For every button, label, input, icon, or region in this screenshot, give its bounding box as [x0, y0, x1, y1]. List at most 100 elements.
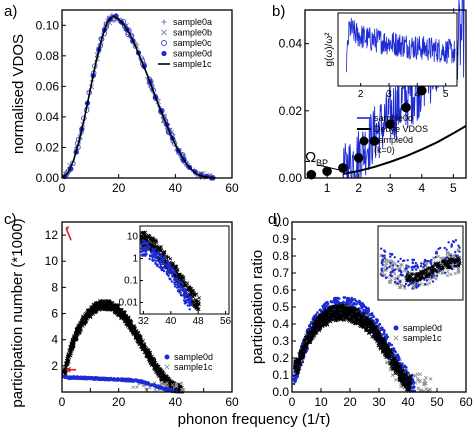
data-point [129, 328, 134, 333]
data-point [373, 324, 378, 329]
data-point [141, 346, 146, 351]
data-point [320, 321, 325, 326]
inset-data-point [429, 268, 433, 272]
data-point [358, 312, 363, 317]
data-point [340, 310, 345, 315]
inset-data-point [192, 293, 197, 298]
data-point [298, 362, 303, 366]
inset-data-point [411, 277, 416, 281]
data-point [92, 376, 95, 380]
legend-swatch [359, 136, 369, 146]
inset-data-point [447, 241, 450, 244]
panel-d: 0 10 20 30 40 50 60 0.0 0.1 0.2 0.3 0.4 0.5 0.6 0.7 0.8… [249, 211, 473, 409]
inset-data-point [148, 257, 151, 261]
data-point [321, 306, 325, 310]
data-point [390, 373, 395, 377]
data-point [325, 321, 330, 326]
inset-data-point [142, 242, 145, 245]
inset-data-point [399, 262, 403, 267]
inset-data-point [146, 241, 150, 245]
data-point [375, 321, 379, 324]
data-point [131, 385, 135, 390]
data-point [74, 327, 79, 332]
legend-label: sample1c [173, 59, 212, 69]
data-point [400, 381, 405, 386]
inset-data-point [435, 270, 439, 274]
data-point [63, 375, 67, 378]
inset-data-point [410, 266, 413, 269]
data-point [316, 319, 321, 324]
inset-data-point [436, 254, 440, 259]
inset-data-point [162, 257, 166, 260]
data-point [319, 308, 322, 312]
data-point [362, 311, 366, 316]
data-point [354, 316, 359, 321]
inset-data-point [419, 276, 423, 280]
x-tick-label: 30 [372, 395, 386, 409]
data-point [151, 360, 156, 365]
inset-data-point [397, 260, 400, 263]
data-point [157, 369, 162, 374]
data-point [398, 375, 403, 380]
data-point [98, 299, 102, 304]
y-tick-label: 0.02 [279, 104, 303, 118]
inset-data-point [142, 254, 146, 257]
data-point [401, 102, 411, 113]
data-point [360, 306, 363, 310]
inset-data-point [394, 280, 397, 284]
data-point [150, 361, 155, 366]
inset-data-point [445, 273, 450, 278]
inset-data-point [454, 264, 458, 268]
inset-data-point [159, 245, 163, 249]
inset-data-point [416, 266, 420, 269]
x-tick-label: 60 [225, 181, 239, 195]
inset-data-point [381, 255, 384, 258]
data-point [72, 335, 77, 340]
inset-y-label: g(ω)/ω² [324, 32, 335, 67]
inset-data-point [423, 258, 427, 262]
inset-data-point [419, 272, 423, 276]
data-point [144, 349, 149, 354]
inset-data-point [172, 270, 175, 274]
data-point [129, 379, 133, 383]
inset-data-point [437, 247, 440, 251]
data-point [84, 376, 87, 380]
data-point [106, 304, 111, 309]
y-tick-label: 2 [51, 359, 58, 373]
inset-data-point [141, 239, 144, 242]
inset-data-point [186, 293, 189, 296]
data-point [387, 361, 392, 366]
data-point [306, 334, 311, 339]
inset-data-point [184, 290, 188, 294]
data-point [395, 363, 399, 368]
data-point [327, 306, 332, 311]
y-tick-label: 8 [51, 280, 58, 294]
inset-x-tick-label: 56 [220, 316, 232, 327]
inset-data-point [398, 269, 401, 272]
data-point [372, 315, 376, 319]
inset-data-point [454, 239, 458, 242]
annotation-subscript: BP [316, 158, 328, 168]
inset-data-point [159, 262, 162, 266]
data-point [396, 353, 400, 356]
inset-data-point [150, 251, 153, 254]
data-point [347, 300, 351, 304]
y-tick-label: 0.6 [272, 283, 289, 297]
legend-swatch [161, 19, 167, 25]
data-point [72, 336, 77, 341]
inset-data-point [429, 270, 434, 275]
inset-data-point [141, 230, 145, 235]
x-tick-label: 4 [418, 181, 425, 195]
data-point [394, 377, 398, 382]
inset-data-point [179, 293, 183, 297]
inset-data-point [182, 290, 186, 293]
data-point [390, 343, 394, 347]
inset-data-point [382, 249, 386, 252]
data-point [120, 377, 124, 380]
inset-data-point [407, 265, 410, 268]
data-point [322, 166, 332, 177]
data-point [148, 383, 151, 387]
data-point [399, 384, 403, 389]
data-point [389, 361, 393, 366]
y-tick-label: 0.00 [36, 171, 60, 185]
